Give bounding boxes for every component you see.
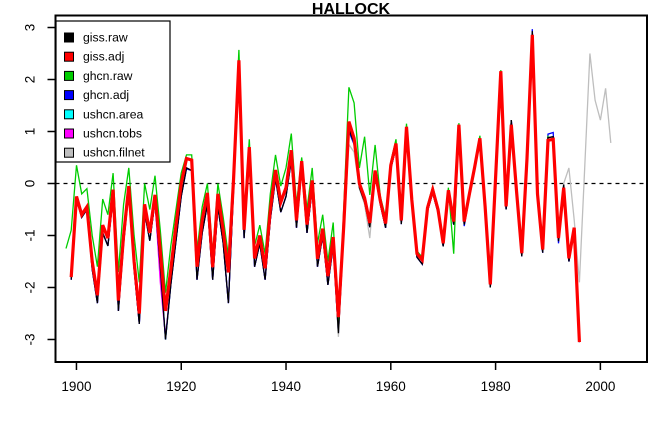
y-tick-label-3: 3: [23, 24, 38, 32]
legend-swatch-ghcn.adj: [64, 90, 74, 101]
y-tick-label--1: -1: [23, 229, 38, 241]
x-tick-label-2000: 2000: [585, 379, 615, 394]
legend-label-ushcn.filnet: ushcn.filnet: [83, 146, 145, 160]
series-line-giss.adj: [69, 34, 581, 343]
chart-title: HALLOCK: [312, 1, 391, 18]
legend-swatch-ushcn.filnet: [64, 147, 74, 158]
legend-label-giss.raw: giss.raw: [83, 31, 128, 45]
y-tick-label-1: 1: [23, 128, 38, 136]
legend-box: [55, 20, 171, 163]
legend-swatch-ghcn.raw: [64, 70, 74, 81]
x-tick-label-1980: 1980: [481, 379, 511, 394]
legend: giss.raw giss.adj ghcn.raw ghcn.adj ushcn.ar…: [55, 20, 171, 163]
axes: 1900 1920 1940 1960 1980 2000 -3 -2 -1 0 1 2 3: [23, 24, 616, 394]
legend-label-ghcn.raw: ghcn.raw: [83, 69, 133, 83]
y-tick-label--2: -2: [23, 281, 38, 293]
legend-label-giss.adj: giss.adj: [83, 50, 124, 64]
plot-frame: [54, 14, 648, 363]
legend-label-ushcn.tobs: ushcn.tobs: [83, 127, 142, 141]
y-tick-label--3: -3: [23, 333, 38, 345]
y-tick-label-0: 0: [23, 180, 38, 188]
plot-box-border: [54, 14, 648, 363]
legend-swatch-ushcn.area: [64, 109, 74, 120]
x-tick-label-1940: 1940: [271, 379, 301, 394]
legend-label-ushcn.area: ushcn.area: [83, 107, 144, 121]
legend-swatch-ushcn.tobs: [64, 128, 74, 139]
x-tick-label-1960: 1960: [376, 379, 406, 394]
x-tick-label-1920: 1920: [166, 379, 196, 394]
legend-swatch-giss.adj: [64, 51, 74, 62]
series-lines: [65, 29, 612, 343]
legend-label-ghcn.adj: ghcn.adj: [83, 88, 129, 102]
legend-swatch-giss.raw: [64, 32, 74, 43]
x-tick-label-1900: 1900: [61, 379, 91, 394]
y-tick-label-2: 2: [23, 76, 38, 84]
